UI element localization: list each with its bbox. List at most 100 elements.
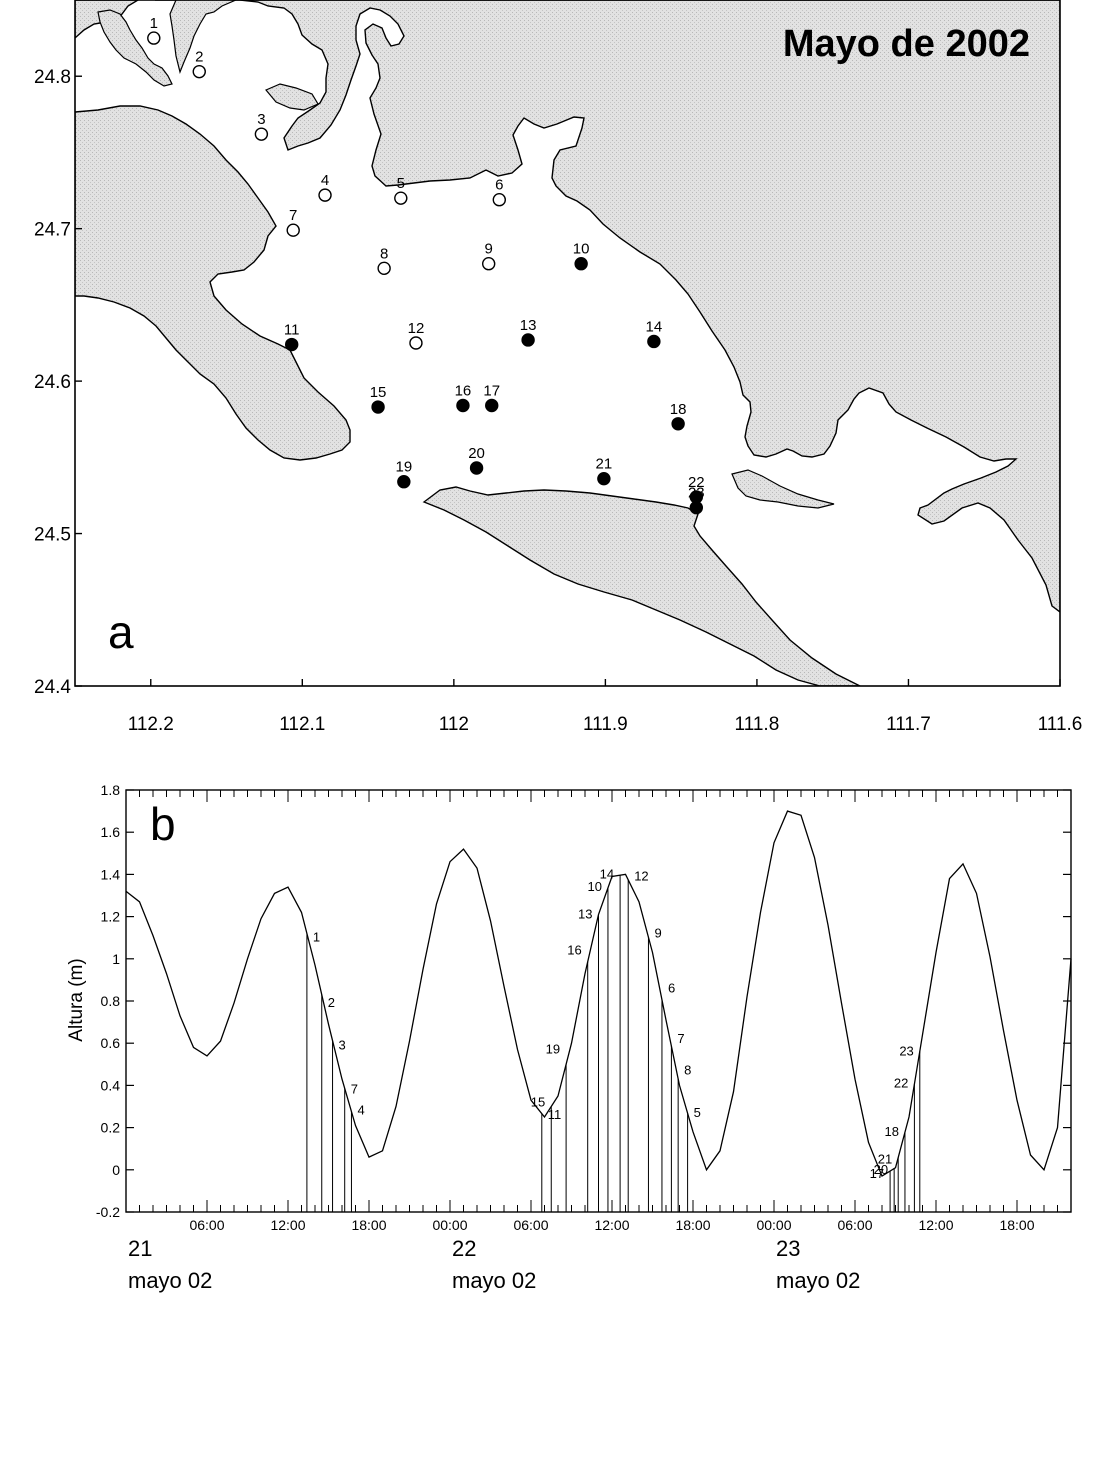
station-marker-filled [647,334,661,349]
station-label: 13 [520,317,537,334]
day-month: mayo 02 [776,1268,860,1293]
station-marker-filled [485,398,499,413]
sampling-label: 14 [600,866,614,881]
tide-x-tick-label: 00:00 [756,1217,791,1233]
tide-y-axis-label: Altura (m) [66,958,87,1041]
tide-y-tick-label: 0.6 [101,1035,121,1051]
station-marker-open [377,261,391,276]
station-marker-filled [371,400,385,414]
sampling-label: 15 [531,1094,545,1109]
map-frame [74,0,1061,687]
tide-x-tick-label: 12:00 [270,1217,305,1233]
map-y-tick-label: 24.4 [34,677,71,698]
day-month: mayo 02 [128,1268,212,1293]
map-y-tick-label: 24.7 [34,220,71,241]
station-marker-filled [521,333,535,347]
map-panel: 112.2 112.1 112 111.9 111.8 111.7 111.624.424.… [34,0,1082,735]
station-marker-filled [597,471,611,486]
map-x-tick-label: 112 [439,714,469,735]
map-x-tick-label: 112.2 [128,714,174,735]
station-label: 8 [380,245,388,262]
station-label: 16 [455,383,472,400]
north-inlet-land [169,0,237,74]
day-number: 21 [128,1236,152,1261]
tide-x-tick-label: 00:00 [432,1217,467,1233]
station-marker-filled [397,475,411,489]
sampling-label: 10 [587,879,601,894]
station-label: 23 [688,485,705,502]
tide-x-tick-label: 18:00 [675,1217,710,1233]
sampling-label: 2 [328,995,335,1010]
tide-y-tick-label: -0.2 [96,1204,120,1220]
sampling-label: 1 [313,930,320,945]
sampling-label: 8 [684,1063,691,1078]
sampling-label: 11 [548,1107,562,1122]
map-axis-ticks: 112.2 112.1 112 111.9 111.8 111.7 111.6 24.4 24.… [34,67,1082,735]
station-label: 14 [646,318,663,335]
sampling-label: 23 [899,1044,913,1059]
tide-x-tick-label: 06:00 [513,1217,548,1233]
sampling-label: 9 [654,925,661,940]
station-label: 9 [485,241,493,258]
map-x-tick-label: 111.8 [735,714,780,735]
station-marker-open [286,223,300,237]
station-label: 2 [195,49,203,66]
sampling-label: 17 [870,1166,884,1181]
station-label: 21 [596,456,613,473]
sampling-lines [306,875,921,1212]
station-label: 15 [370,384,387,401]
tide-y-tick-label: 0.8 [101,993,121,1009]
station-marker-open [192,64,206,79]
tide-axis-ticks: -0.2 0 0.2 0.4 0.6 0.8 1 1.2 1.4 1.6 1.8 06:00 12:00… [96,782,1071,1233]
sampling-label: 20 [874,1162,888,1177]
station-marker-open [492,193,507,207]
station-label: 1 [150,15,158,32]
station-marker-open [254,127,269,141]
nw-island [97,9,173,87]
station-marker-filled [469,461,484,475]
station-label: 11 [284,322,300,339]
station-marker-open [318,188,332,202]
station-marker-filled [671,417,685,431]
station-label: 3 [257,111,265,128]
tide-y-tick-label: 1.8 [101,782,121,798]
sampling-label: 19 [546,1042,560,1057]
sampling-label: 6 [668,980,675,995]
station-marker-filled [689,500,704,515]
station-label: 7 [289,207,297,224]
tide-x-tick-label: 06:00 [189,1217,224,1233]
tide-x-tick-label: 18:00 [999,1217,1034,1233]
map-panel-label: a [108,606,134,658]
tide-x-tick-label: 12:00 [594,1217,629,1233]
mainland [155,0,1060,613]
day-month: mayo 02 [452,1268,536,1293]
station-label: 12 [408,320,425,337]
tide-y-tick-label: 0.4 [101,1077,121,1093]
tide-x-tick-label: 12:00 [918,1217,953,1233]
sampling-label: 21 [878,1151,892,1166]
sampling-label: 12 [634,869,648,884]
map-title: Mayo de 2002 [783,23,1030,65]
tide-y-tick-label: 0.2 [101,1120,121,1136]
map-x-tick-label: 111.9 [583,714,628,735]
station-marker-open [394,191,408,205]
east-spit [731,469,835,509]
sampling-label: 22 [894,1075,908,1090]
map-x-tick-label: 111.7 [886,714,931,735]
tide-y-tick-label: 1 [112,951,120,967]
station-label: 22 [688,474,705,491]
day-number: 22 [452,1236,476,1261]
small-island [265,83,319,111]
station-label: 17 [483,383,500,400]
day-labels: 21 mayo 02 22 mayo 02 23 mayo 02 [128,1236,860,1293]
tide-x-tick-label: 06:00 [837,1217,872,1233]
sampling-label: 16 [567,942,581,957]
station-marker-open [482,257,496,271]
tide-y-tick-label: 1.6 [101,824,121,840]
tide-panel-label: b [150,798,176,850]
west-peninsula [75,105,351,461]
station-label: 10 [573,241,590,258]
